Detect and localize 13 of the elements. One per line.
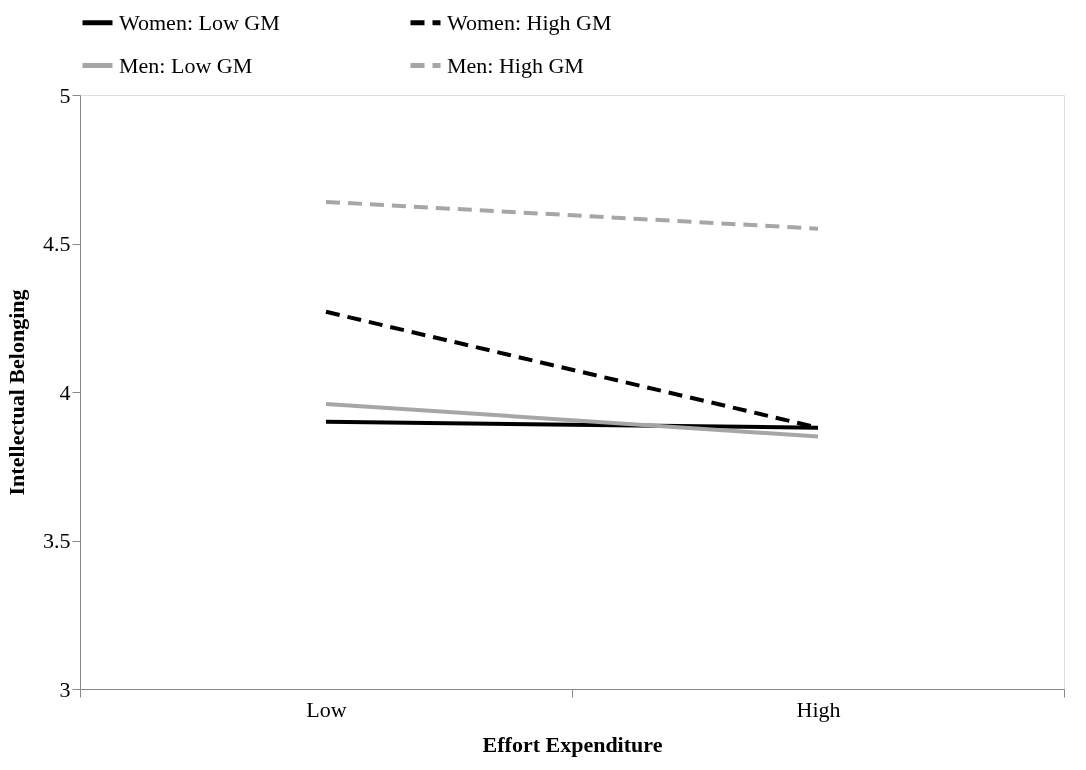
legend-label: Men: Low GM	[119, 52, 253, 78]
legend-label: Women: Low GM	[119, 9, 280, 35]
y-tick-label: 5	[59, 82, 71, 108]
x-axis-title: Effort Expenditure	[482, 731, 663, 757]
legend-label: Women: High GM	[447, 9, 612, 35]
legend-label: Men: High GM	[447, 52, 584, 78]
y-tick-label: 4	[59, 379, 71, 405]
y-axis-title: Intellectual Belonging	[4, 289, 29, 496]
y-tick-label: 4.5	[43, 231, 71, 256]
x-tick-label: Low	[306, 696, 347, 722]
y-tick-label: 3.5	[43, 528, 71, 553]
y-tick-label: 3	[59, 676, 71, 702]
x-tick-label: High	[796, 696, 841, 722]
